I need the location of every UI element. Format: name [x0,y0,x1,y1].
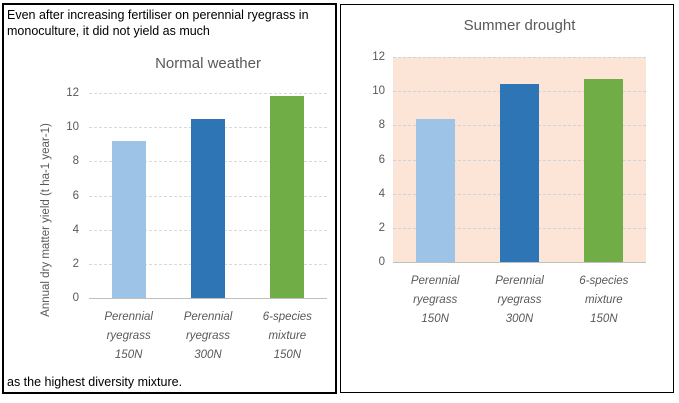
x-category-label: Perennial ryegrass 300N [495,275,544,325]
y-tick-label: 6 [72,189,79,202]
summer-drought-chart: Summer drought 0 2 4 6 8 10 12 Perennial ryegrass… [341,5,673,392]
y-tick-label: 6 [378,153,385,166]
y-tick-label: 0 [378,256,385,268]
summer-drought-panel: Summer drought 0 2 4 6 8 10 12 Perennial ryegrass… [340,4,674,393]
x-category-label: 6-species mixture 150N [262,311,312,361]
chart-title: Normal weather [155,55,261,72]
y-tick-label: 8 [378,119,385,132]
annotation-top: Even after increasing fertiliser on pere… [7,8,309,38]
normal-weather-panel: Even after increasing fertiliser on pere… [2,3,337,394]
bar [500,84,539,262]
bar [191,118,225,298]
y-tick-label: 0 [72,292,79,304]
gridline [89,93,327,94]
x-category-label: Perennial ryegrass 300N [183,311,233,361]
x-category-label: Perennial ryegrass 150N [104,311,153,361]
chart-title: Summer drought [463,17,576,34]
x-axis-line [393,262,646,263]
x-category-label: 6-species mixture 150N [579,275,629,325]
y-tick-label: 10 [372,85,385,98]
y-axis-title: Annual dry matter yield (t ha-1 year-1) [40,123,52,317]
x-category-label: Perennial ryegrass 150N [410,275,460,325]
x-axis-line [89,298,327,299]
bar [270,96,305,298]
y-tick-label: 12 [66,87,79,99]
y-tick-label: 4 [72,223,79,236]
annotation-bottom: as the highest diversity mixture. [7,375,183,389]
bar [111,140,146,298]
gridline [393,57,646,58]
y-tick-label: 10 [66,121,79,134]
y-tick-label: 2 [378,221,385,234]
normal-weather-chart: Normal weather 0 2 4 6 8 10 12 Perennial ryegrass… [4,5,335,392]
y-tick-label: 8 [72,155,79,168]
bar [415,118,455,262]
y-tick-label: 4 [378,187,385,200]
y-tick-label: 12 [372,51,385,63]
bar [584,79,624,262]
y-tick-label: 2 [72,257,79,270]
